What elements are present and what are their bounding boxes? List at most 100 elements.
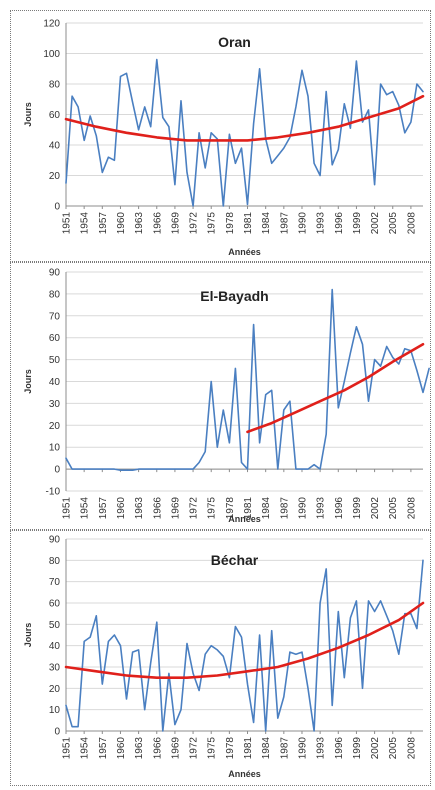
- x-tick-label: 1972: [189, 497, 200, 520]
- x-tick-label: 1981: [243, 497, 254, 520]
- x-tick-label: 2008: [406, 737, 417, 760]
- trend-line: [64, 94, 425, 142]
- x-tick-label: 1960: [116, 737, 127, 760]
- x-tick-label: 1969: [170, 212, 181, 235]
- y-tick-label: 40: [49, 377, 61, 388]
- x-tick-label: 1984: [261, 737, 272, 760]
- y-tick-label: 0: [54, 727, 60, 738]
- x-tick-label: 1972: [189, 737, 200, 760]
- x-tick-label: 1996: [334, 737, 345, 760]
- chart-title: El-Bayadh: [200, 288, 268, 304]
- x-tick-label: 1957: [98, 497, 109, 520]
- x-tick-label: 1966: [152, 497, 163, 520]
- y-tick-label: 60: [49, 333, 61, 344]
- x-tick-label: 2002: [370, 212, 381, 235]
- y-tick-label: 10: [49, 705, 61, 716]
- x-tick-label: 1990: [297, 212, 308, 235]
- series-line: [65, 559, 424, 732]
- x-tick-label: 1975: [207, 212, 218, 235]
- y-tick-label: 100: [43, 49, 60, 60]
- x-tick-label: 1969: [170, 737, 181, 760]
- x-tick-label: 2002: [370, 497, 381, 520]
- x-tick-label: 1990: [297, 737, 308, 760]
- x-tick-label: 1990: [297, 497, 308, 520]
- y-tick-label: 80: [49, 80, 61, 91]
- chart-oran: 0 20 40 60 80 100 120 1951 1954 1957 1960 1963 1966 1…: [23, 19, 425, 257]
- y-tick-label: 80: [49, 556, 61, 567]
- y-tick-label: 40: [49, 141, 61, 152]
- y-tick-label: 90: [49, 268, 61, 279]
- y-tick-label: 50: [49, 355, 61, 366]
- y-axis-label: Jours: [23, 369, 33, 394]
- x-tick-label: 1999: [352, 497, 363, 520]
- x-tick-label: 1951: [62, 212, 73, 235]
- chart-el-bayadh: -10 0 10 20 30 40 50 60 70 80 90 1951 1954 1957 1960 19…: [23, 268, 430, 524]
- chart-title: Béchar: [211, 552, 259, 568]
- x-tick-label: 1954: [80, 497, 91, 520]
- x-tick-label: 1966: [152, 212, 163, 235]
- chart-bechar: 0 10 20 30 40 50 60 70 80 90 1951 1954 1957 1960 1963 1…: [23, 535, 425, 779]
- chart-panel-el-bayadh: -10 0 10 20 30 40 50 60 70 80 90 1951 1954 1957 1960 19…: [10, 262, 431, 530]
- y-tick-label: 10: [49, 443, 61, 454]
- x-tick-label: 1984: [261, 497, 272, 520]
- y-tick-label: 60: [49, 110, 61, 121]
- x-tick-label: 1978: [225, 737, 236, 760]
- x-tick-label: 1954: [80, 212, 91, 235]
- x-tick-label: 2005: [388, 212, 399, 235]
- y-tick-label: 0: [54, 465, 60, 476]
- x-tick-label: 1963: [134, 497, 145, 520]
- x-tick-label: 1981: [243, 212, 254, 235]
- x-tick-label: 1966: [152, 737, 163, 760]
- x-tick-label: 1960: [116, 212, 127, 235]
- y-axis-label: Jours: [23, 102, 33, 127]
- y-tick-label: 70: [49, 311, 61, 322]
- chart-title: Oran: [218, 34, 251, 50]
- x-tick-label: 1957: [98, 212, 109, 235]
- x-tick-label: 1993: [316, 497, 327, 520]
- x-tick-label: 1963: [134, 212, 145, 235]
- y-tick-label: 20: [49, 684, 61, 695]
- y-tick-label: -10: [46, 487, 61, 498]
- x-tick-label: 2005: [388, 737, 399, 760]
- y-tick-label: 90: [49, 535, 61, 546]
- x-tick-label: 2005: [388, 497, 399, 520]
- x-tick-label: 1987: [279, 212, 290, 235]
- y-tick-label: 20: [49, 421, 61, 432]
- x-tick-label: 1987: [279, 497, 290, 520]
- x-tick-label: 1957: [98, 737, 109, 760]
- x-tick-label: 2008: [406, 497, 417, 520]
- y-tick-label: 0: [54, 202, 60, 213]
- y-tick-label: 80: [49, 289, 61, 300]
- y-axis-label: Jours: [23, 623, 33, 648]
- x-tick-label: 1954: [80, 737, 91, 760]
- x-tick-label: 1978: [225, 212, 236, 235]
- x-axis-label: Années: [228, 769, 261, 779]
- y-tick-label: 70: [49, 577, 61, 588]
- x-tick-label: 1978: [225, 497, 236, 520]
- x-tick-label: 1975: [207, 737, 218, 760]
- x-tick-label: 1972: [189, 212, 200, 235]
- x-tick-label: 1996: [334, 497, 345, 520]
- x-axis-label: Années: [228, 514, 261, 524]
- x-axis-label: Années: [228, 247, 261, 257]
- series-line: [65, 288, 430, 471]
- x-tick-label: 1996: [334, 212, 345, 235]
- y-tick-label: 50: [49, 620, 61, 631]
- x-tick-label: 1981: [243, 737, 254, 760]
- x-tick-label: 1993: [316, 737, 327, 760]
- x-tick-label: 1951: [62, 497, 73, 520]
- x-tick-label: 1975: [207, 497, 218, 520]
- x-tick-label: 1993: [316, 212, 327, 235]
- series-line: [65, 58, 424, 207]
- trend-line: [246, 343, 425, 434]
- x-tick-label: 1951: [62, 737, 73, 760]
- x-tick-label: 1999: [352, 212, 363, 235]
- x-tick-label: 1987: [279, 737, 290, 760]
- chart-panel-bechar: 0 10 20 30 40 50 60 70 80 90 1951 1954 1957 1960 1963 1…: [10, 530, 431, 786]
- y-tick-label: 40: [49, 641, 61, 652]
- x-tick-label: 2008: [406, 212, 417, 235]
- x-tick-label: 1960: [116, 497, 127, 520]
- chart-panel-oran: 0 20 40 60 80 100 120 1951 1954 1957 1960 1963 1966 1…: [10, 10, 431, 262]
- y-tick-label: 120: [43, 19, 60, 30]
